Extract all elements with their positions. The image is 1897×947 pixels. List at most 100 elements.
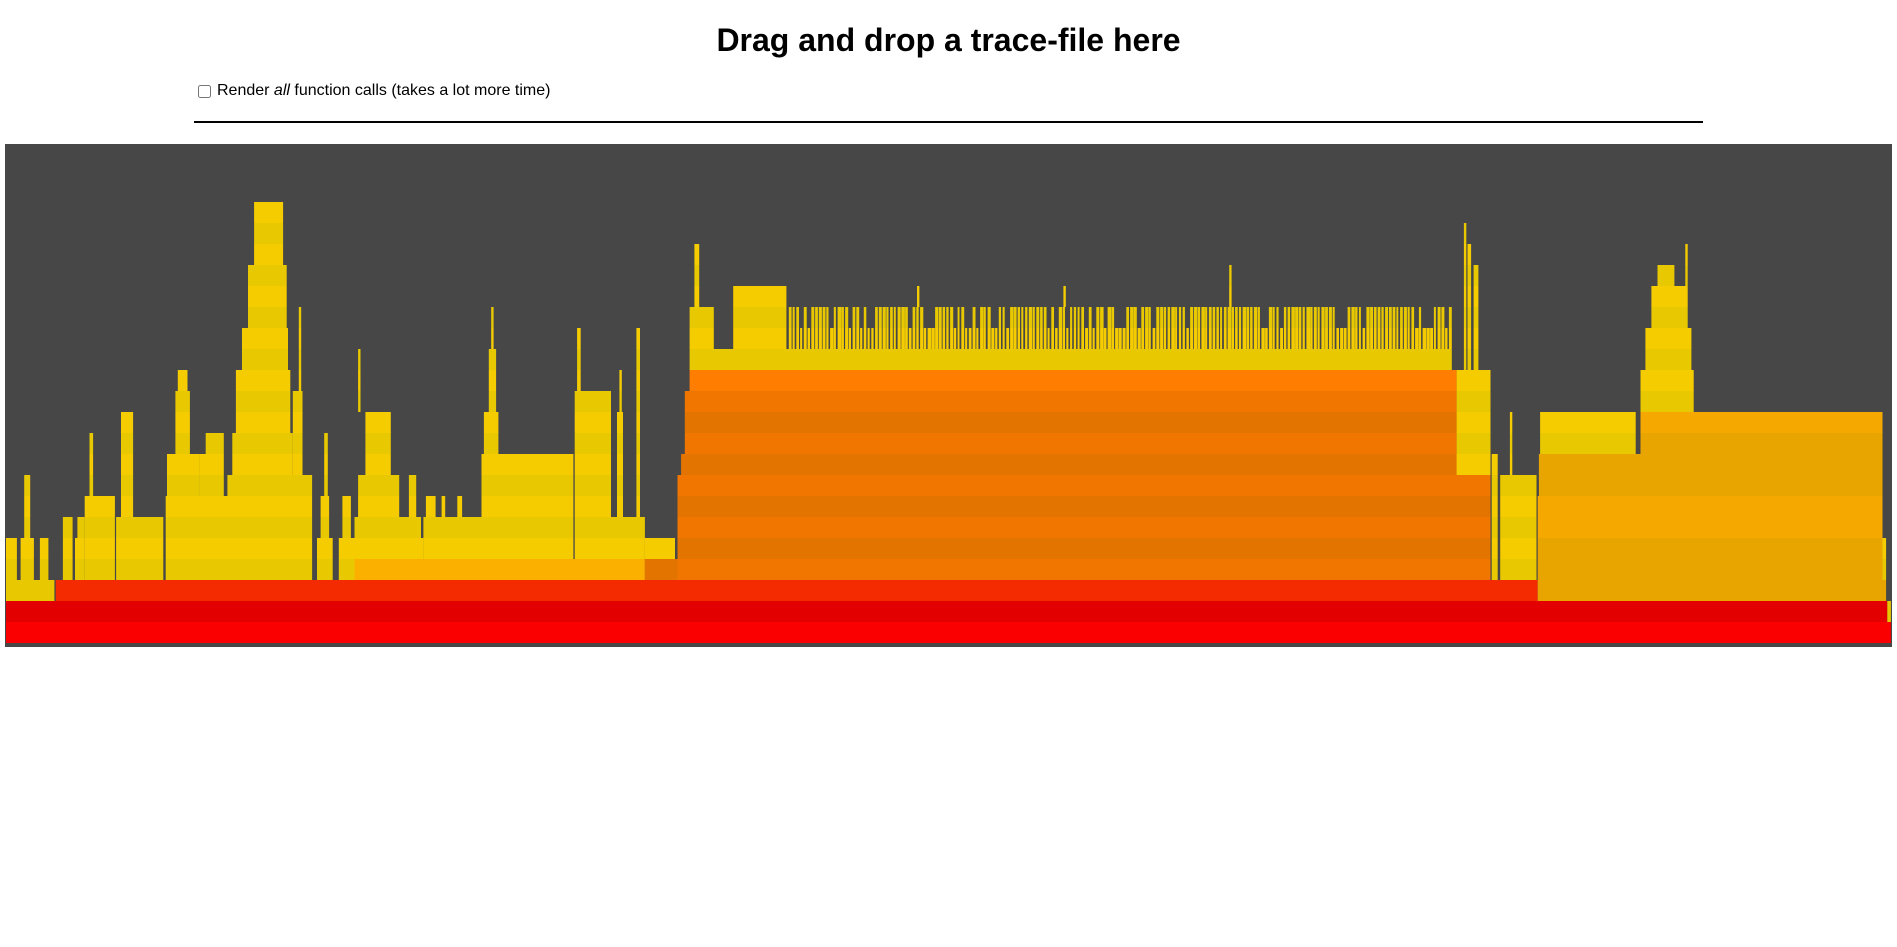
- flame-frame[interactable]: [1077, 328, 1080, 349]
- flame-frame[interactable]: [358, 475, 400, 496]
- flame-frame[interactable]: [677, 517, 1491, 538]
- flame-frame[interactable]: [905, 328, 908, 349]
- flame-frame[interactable]: [1130, 328, 1134, 349]
- flame-frame[interactable]: [1291, 307, 1295, 328]
- flame-frame[interactable]: [935, 307, 939, 328]
- flame-frame[interactable]: [1651, 307, 1688, 328]
- flame-frame[interactable]: [1268, 307, 1273, 328]
- flame-frame[interactable]: [24, 475, 31, 496]
- flame-frame[interactable]: [1355, 328, 1358, 349]
- flame-frame[interactable]: [1295, 307, 1299, 328]
- flame-frame[interactable]: [927, 328, 931, 349]
- flame-frame[interactable]: [298, 370, 302, 391]
- flame-frame[interactable]: [972, 328, 976, 349]
- flame-frame[interactable]: [1388, 307, 1392, 328]
- flame-frame[interactable]: [1238, 328, 1242, 349]
- flame-frame[interactable]: [317, 559, 333, 580]
- flame-frame[interactable]: [1013, 307, 1017, 328]
- flame-frame[interactable]: [89, 454, 94, 475]
- flame-frame[interactable]: [923, 328, 927, 349]
- flame-frame[interactable]: [1437, 328, 1441, 349]
- flame-frame[interactable]: [976, 328, 979, 349]
- flame-frame[interactable]: [636, 496, 640, 517]
- flame-frame[interactable]: [1013, 328, 1017, 349]
- flame-frame[interactable]: [1332, 307, 1335, 328]
- flame-frame[interactable]: [1685, 265, 1688, 286]
- flame-frame[interactable]: [1400, 328, 1403, 349]
- flame-frame[interactable]: [1313, 328, 1317, 349]
- flame-frame[interactable]: [1212, 328, 1216, 349]
- flame-frame[interactable]: [1351, 328, 1355, 349]
- flame-frame[interactable]: [1235, 328, 1238, 349]
- flame-frame[interactable]: [1537, 496, 1883, 517]
- flame-frame[interactable]: [1537, 538, 1883, 559]
- flame-frame[interactable]: [890, 328, 893, 349]
- flame-frame[interactable]: [55, 580, 1538, 601]
- flame-frame[interactable]: [1253, 328, 1258, 349]
- flame-frame[interactable]: [1392, 307, 1396, 328]
- flame-frame[interactable]: [897, 307, 901, 328]
- flame-frame[interactable]: [1473, 349, 1479, 370]
- flame-frame[interactable]: [998, 328, 1001, 349]
- flame-frame[interactable]: [199, 475, 224, 496]
- flame-frame[interactable]: [890, 307, 893, 328]
- flame-frame[interactable]: [882, 307, 886, 328]
- flame-frame[interactable]: [619, 391, 622, 412]
- flame-frame[interactable]: [1063, 286, 1066, 307]
- flame-frame[interactable]: [983, 307, 986, 328]
- flame-frame[interactable]: [689, 349, 1452, 370]
- flame-frame[interactable]: [1473, 307, 1479, 328]
- flame-frame[interactable]: [1407, 328, 1410, 349]
- flame-frame[interactable]: [1006, 328, 1010, 349]
- flame-frame[interactable]: [457, 496, 463, 517]
- flame-frame[interactable]: [1115, 328, 1119, 349]
- flame-frame[interactable]: [677, 475, 1491, 496]
- flame-frame[interactable]: [1887, 601, 1891, 622]
- flame-frame[interactable]: [481, 496, 574, 517]
- flame-frame[interactable]: [1235, 307, 1238, 328]
- flame-frame[interactable]: [1645, 349, 1692, 370]
- flame-frame[interactable]: [611, 517, 645, 538]
- flame-frame[interactable]: [574, 496, 611, 517]
- flame-frame[interactable]: [1070, 328, 1073, 349]
- flame-frame[interactable]: [6, 622, 1891, 643]
- flame-frame[interactable]: [298, 349, 302, 370]
- flame-frame[interactable]: [483, 412, 499, 433]
- flame-frame[interactable]: [1491, 559, 1498, 580]
- flame-frame[interactable]: [1500, 496, 1537, 517]
- flame-frame[interactable]: [483, 433, 499, 454]
- flame-frame[interactable]: [1002, 307, 1005, 328]
- flame-frame[interactable]: [1130, 307, 1134, 328]
- flame-frame[interactable]: [292, 433, 303, 454]
- flame-frame[interactable]: [405, 538, 424, 559]
- flame-frame[interactable]: [694, 286, 700, 307]
- flame-frame[interactable]: [796, 328, 799, 349]
- flame-frame[interactable]: [856, 307, 860, 328]
- flame-frame[interactable]: [1392, 328, 1396, 349]
- flame-frame[interactable]: [1062, 307, 1065, 328]
- flame-frame[interactable]: [916, 307, 919, 328]
- flame-frame[interactable]: [62, 559, 73, 580]
- flame-frame[interactable]: [20, 559, 34, 580]
- flame-frame[interactable]: [1403, 307, 1407, 328]
- flame-frame[interactable]: [1077, 307, 1080, 328]
- flame-frame[interactable]: [116, 517, 164, 538]
- flame-frame[interactable]: [577, 349, 581, 370]
- flame-frame[interactable]: [1287, 328, 1291, 349]
- flame-frame[interactable]: [1463, 328, 1467, 349]
- flame-frame[interactable]: [636, 391, 640, 412]
- flame-frame[interactable]: [1537, 580, 1887, 601]
- flame-frame[interactable]: [1193, 307, 1198, 328]
- flame-frame[interactable]: [1317, 328, 1320, 349]
- flame-frame[interactable]: [1141, 307, 1145, 328]
- flame-frame[interactable]: [1257, 307, 1260, 328]
- flame-frame[interactable]: [1441, 307, 1445, 328]
- flame-frame[interactable]: [342, 496, 351, 517]
- flame-frame[interactable]: [121, 475, 134, 496]
- flame-frame[interactable]: [481, 454, 574, 475]
- flame-frame[interactable]: [815, 328, 818, 349]
- flame-frame[interactable]: [1197, 307, 1201, 328]
- flame-frame[interactable]: [1205, 328, 1208, 349]
- flame-frame[interactable]: [1415, 328, 1419, 349]
- flame-frame[interactable]: [254, 223, 284, 244]
